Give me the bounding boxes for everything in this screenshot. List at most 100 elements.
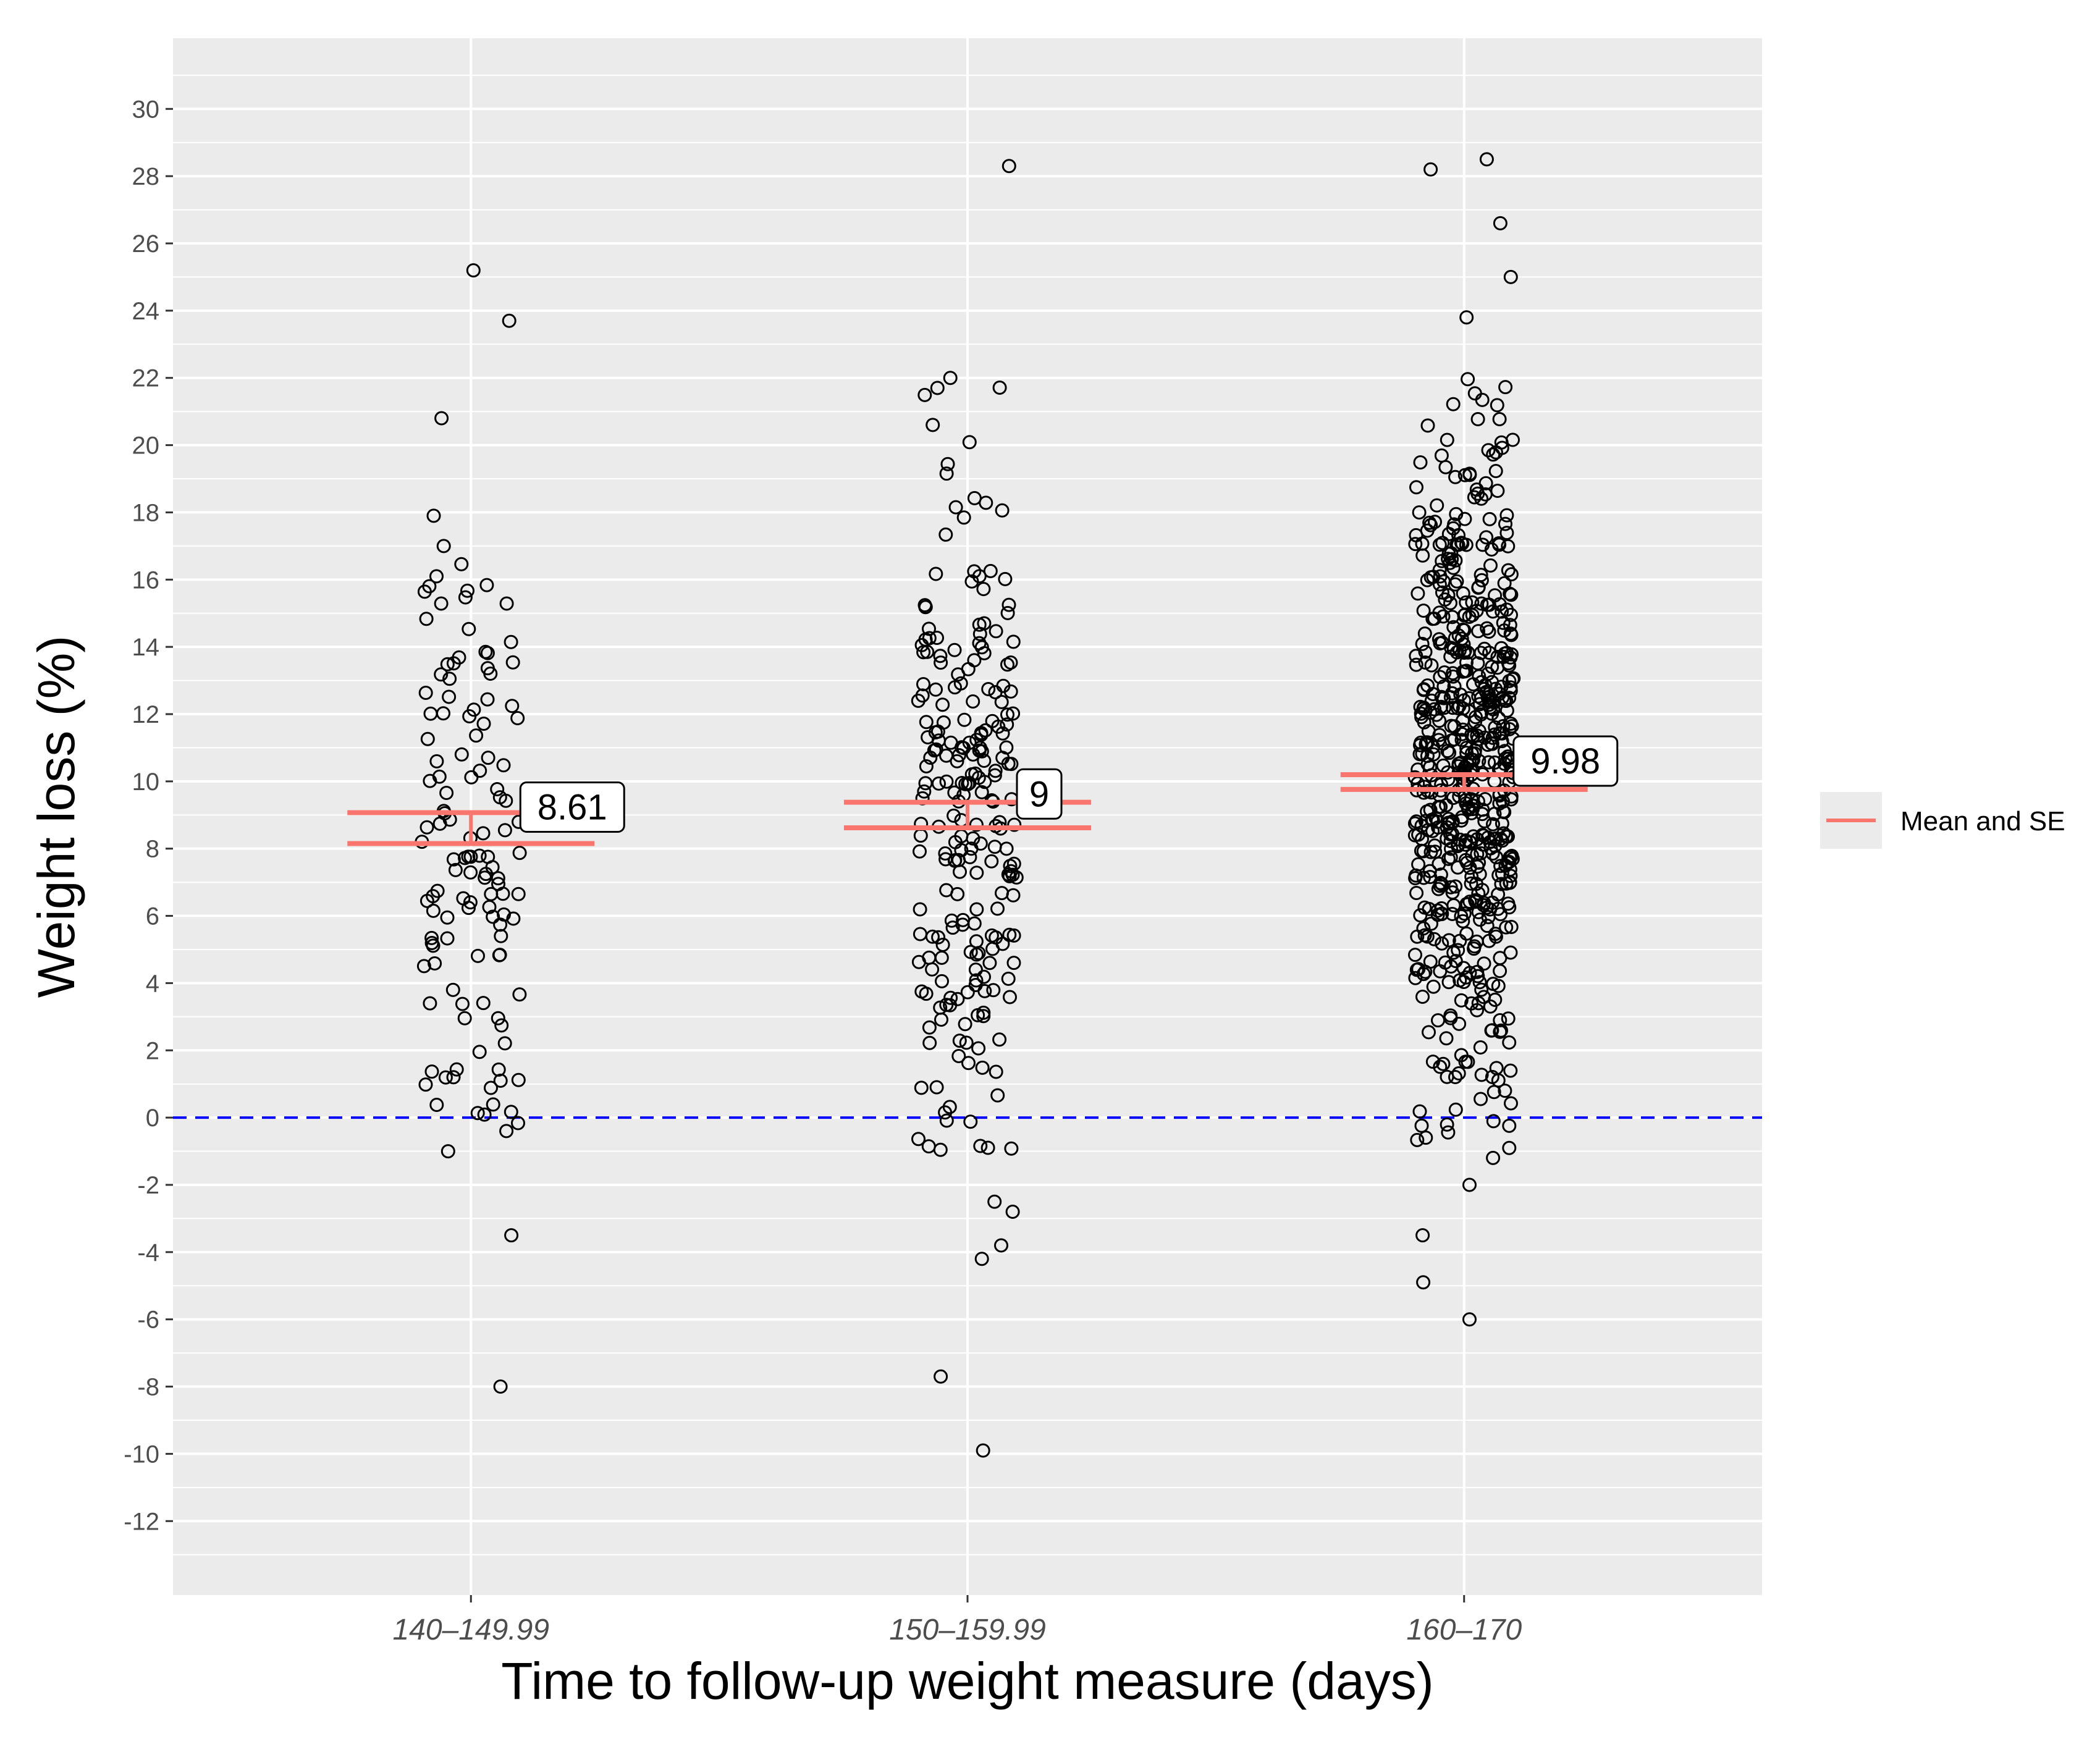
data-point bbox=[929, 742, 943, 757]
data-point bbox=[939, 883, 954, 898]
data-point bbox=[418, 686, 433, 700]
data-point bbox=[1428, 844, 1443, 859]
data-point bbox=[479, 867, 493, 882]
data-point bbox=[1441, 851, 1456, 866]
data-point bbox=[922, 621, 936, 636]
data-point bbox=[969, 934, 984, 949]
data-points bbox=[415, 152, 1521, 1458]
data-point bbox=[934, 950, 949, 965]
y-tick-label: -6 bbox=[137, 1307, 159, 1334]
data-point bbox=[438, 1070, 453, 1085]
data-point bbox=[504, 634, 518, 649]
data-point bbox=[1499, 508, 1514, 523]
data-point bbox=[1472, 975, 1487, 990]
data-point bbox=[1472, 867, 1487, 882]
data-point bbox=[448, 862, 463, 877]
data-point bbox=[484, 1080, 498, 1095]
data-point bbox=[935, 697, 950, 712]
data-point bbox=[1417, 626, 1432, 641]
data-point bbox=[424, 1064, 439, 1079]
data-point bbox=[481, 751, 495, 765]
data-point bbox=[938, 527, 953, 542]
data-point bbox=[1446, 397, 1461, 411]
y-tick-label: -4 bbox=[137, 1239, 159, 1266]
data-point bbox=[914, 984, 929, 999]
data-point bbox=[423, 996, 437, 1011]
data-point bbox=[1459, 741, 1474, 756]
data-point bbox=[983, 563, 998, 578]
data-point bbox=[975, 1060, 990, 1075]
data-point bbox=[1409, 480, 1423, 495]
data-point bbox=[1435, 936, 1449, 951]
data-point bbox=[980, 1140, 995, 1155]
data-point bbox=[918, 776, 933, 791]
data-point bbox=[938, 846, 953, 861]
data-point bbox=[1441, 933, 1456, 948]
data-point bbox=[505, 655, 520, 670]
data-point bbox=[1409, 886, 1424, 900]
data-point bbox=[1482, 755, 1496, 770]
data-point bbox=[1485, 1069, 1499, 1084]
data-point bbox=[950, 754, 964, 768]
data-point bbox=[1000, 657, 1014, 672]
data-point bbox=[454, 557, 469, 571]
data-point bbox=[1473, 1040, 1488, 1055]
data-point bbox=[988, 764, 1003, 778]
data-point bbox=[424, 930, 439, 945]
data-point bbox=[1440, 820, 1454, 835]
data-point bbox=[1416, 870, 1431, 885]
data-point bbox=[512, 846, 527, 861]
data-point bbox=[1480, 597, 1495, 612]
data-point bbox=[1002, 597, 1016, 612]
data-point bbox=[917, 387, 932, 402]
data-point bbox=[992, 381, 1007, 395]
y-tick-label: 10 bbox=[132, 768, 160, 796]
data-point bbox=[1487, 727, 1502, 742]
data-point bbox=[457, 1011, 472, 1025]
y-tick-label: 20 bbox=[132, 432, 160, 460]
data-point bbox=[1412, 505, 1427, 520]
data-point bbox=[1486, 1150, 1501, 1165]
data-point bbox=[1464, 869, 1479, 884]
data-point bbox=[442, 689, 457, 704]
data-point bbox=[1408, 971, 1423, 985]
data-point bbox=[1415, 1228, 1430, 1243]
data-point bbox=[913, 902, 927, 917]
data-point bbox=[948, 853, 963, 867]
data-point bbox=[1416, 683, 1431, 697]
data-point bbox=[1466, 829, 1481, 844]
data-point bbox=[1426, 747, 1441, 762]
data-point bbox=[931, 930, 946, 945]
data-point bbox=[940, 457, 955, 471]
data-point bbox=[1464, 996, 1479, 1011]
data-point bbox=[1488, 464, 1503, 478]
data-point bbox=[1470, 486, 1485, 501]
data-point bbox=[1417, 780, 1432, 794]
data-point bbox=[1411, 586, 1425, 601]
data-point bbox=[1448, 577, 1462, 592]
data-point bbox=[1479, 152, 1494, 167]
data-point bbox=[969, 733, 984, 747]
data-point bbox=[1002, 159, 1016, 174]
data-point bbox=[932, 776, 946, 791]
data-point bbox=[943, 990, 958, 1005]
data-point bbox=[472, 1045, 487, 1059]
data-point bbox=[1427, 702, 1442, 717]
data-point bbox=[1448, 631, 1462, 646]
grid-lines bbox=[173, 38, 1762, 1595]
data-point bbox=[1502, 1118, 1517, 1133]
data-point bbox=[1488, 720, 1503, 735]
mean-se-bars: 8.61 9 9.98 bbox=[347, 735, 1619, 846]
data-point bbox=[1467, 939, 1482, 954]
y-tick-label: 2 bbox=[146, 1037, 159, 1064]
mean-label-box bbox=[1512, 735, 1619, 787]
data-point bbox=[961, 1056, 976, 1071]
y-tick-label: 26 bbox=[132, 230, 160, 258]
data-point bbox=[434, 596, 449, 611]
data-point bbox=[1432, 714, 1447, 728]
data-point bbox=[1483, 999, 1498, 1014]
data-point bbox=[1006, 706, 1021, 721]
data-point bbox=[1462, 1312, 1477, 1327]
data-point bbox=[1407, 828, 1422, 843]
data-point bbox=[955, 776, 969, 790]
